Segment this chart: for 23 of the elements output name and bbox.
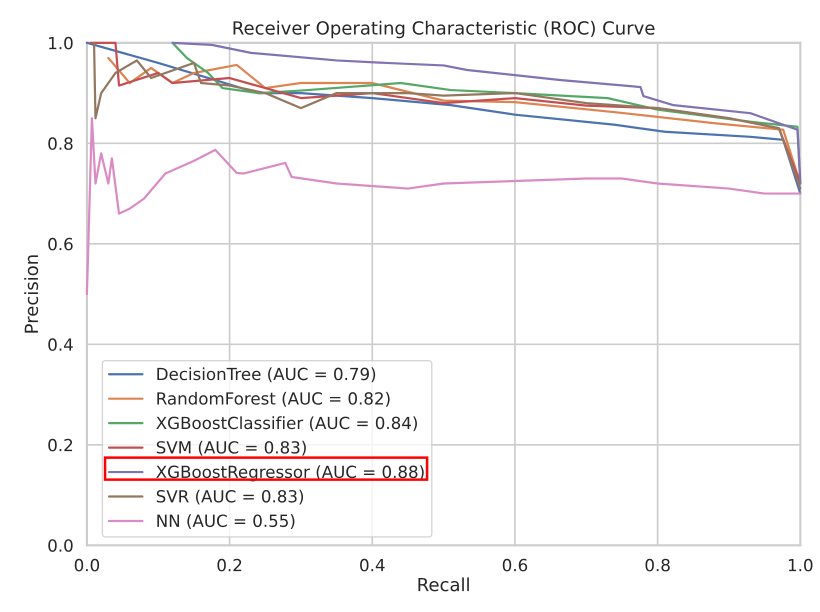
line-series — [86, 117, 802, 296]
x-tick-label: 1.0 — [788, 558, 812, 572]
y-axis-title: Precision — [24, 255, 38, 333]
chart-title: Receiver Operating Characteristic (ROC) Curve — [234, 20, 654, 38]
legend-label: XGBoostRegressor (AUC = 0.88) — [156, 465, 424, 482]
legend-label: SVR (AUC = 0.83) — [156, 490, 304, 505]
legend-label: DecisionTree (AUC = 0.79) — [157, 367, 376, 382]
x-tick-label: 0.8 — [645, 558, 670, 572]
legend-label: XGBoostClassifier (AUC = 0.84) — [156, 416, 417, 432]
y-tick-label: 0.4 — [48, 338, 73, 351]
y-tick-label: 0.8 — [48, 137, 73, 150]
x-tick-label: 0.2 — [217, 558, 242, 572]
y-tick-label: 0.0 — [48, 539, 73, 552]
y-tick-label: 1.0 — [49, 36, 73, 50]
x-axis-title: Recall — [418, 577, 469, 592]
y-tick-label: 0.6 — [48, 238, 73, 250]
legend-label: NN (AUC = 0.55) — [157, 514, 294, 530]
x-tick-label: 0.4 — [360, 558, 385, 572]
y-tick-label: 0.2 — [48, 438, 72, 452]
x-tick-label: 0.6 — [502, 558, 528, 572]
x-tick-label: 0.0 — [74, 558, 100, 572]
legend-label: RandomForest (AUC = 0.82) — [157, 392, 390, 407]
legend-label: SVM (AUC = 0.83) — [156, 440, 306, 456]
